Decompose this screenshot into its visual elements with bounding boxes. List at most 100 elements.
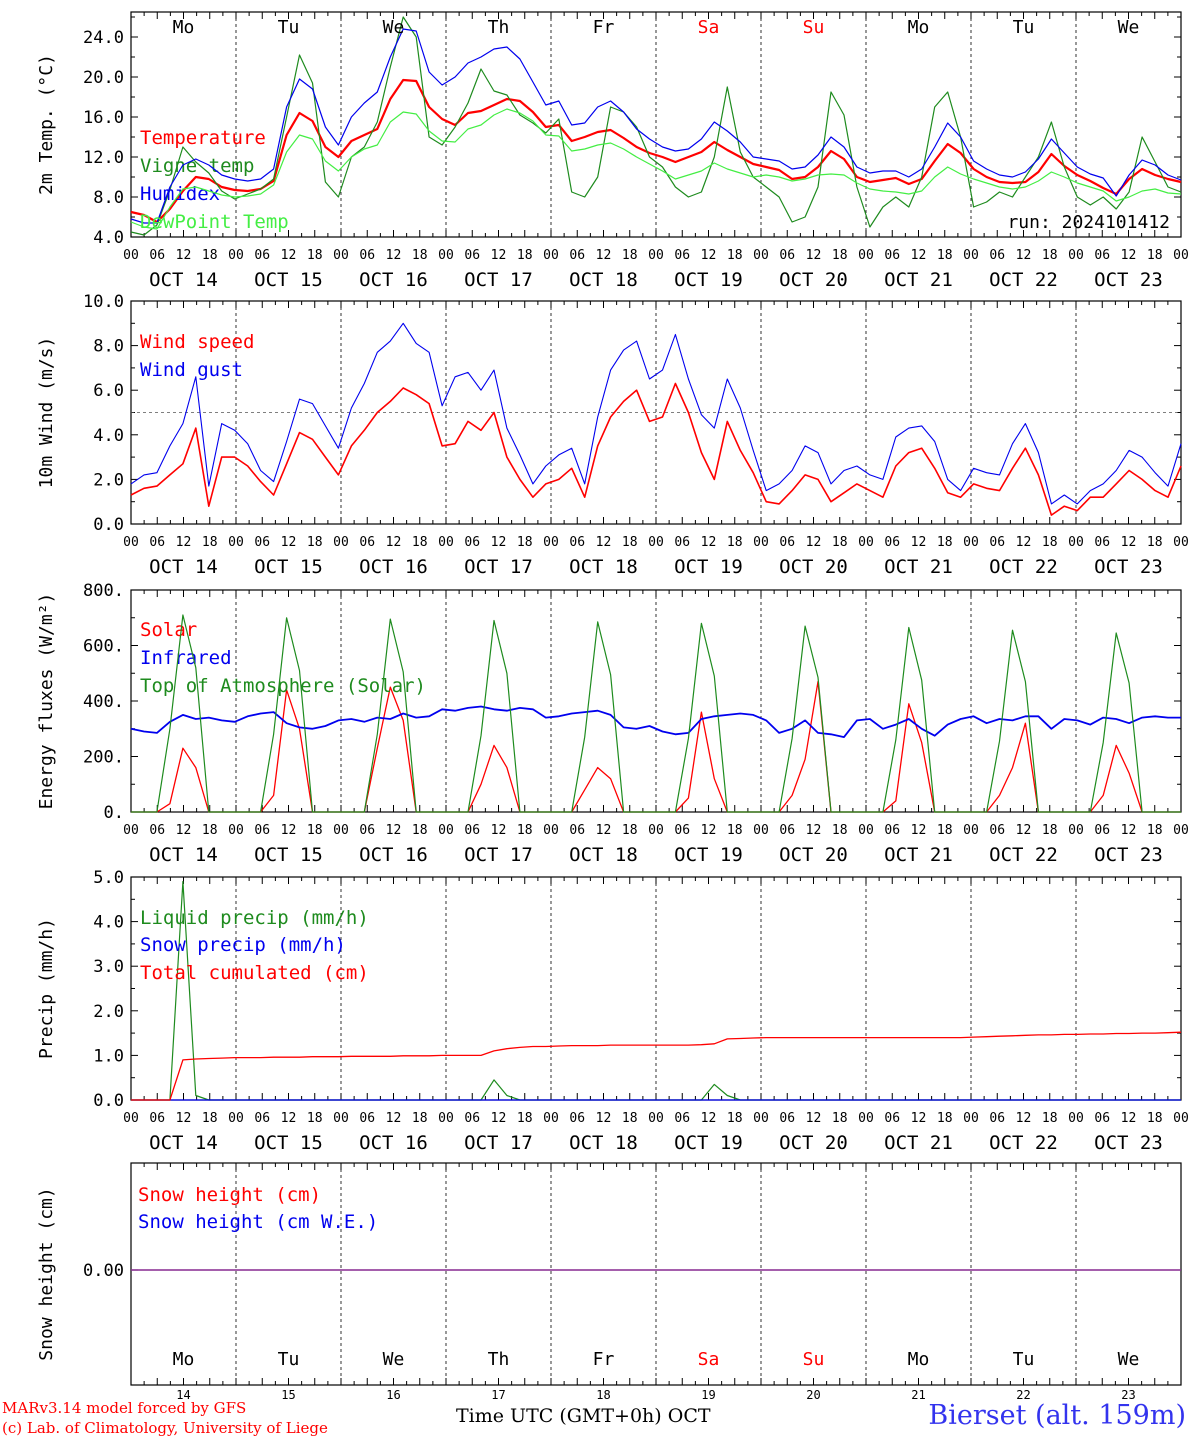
hour-tick-label: 00 [963,1111,979,1126]
hour-tick-label: 06 [359,248,375,263]
hour-tick-label: 00 [543,1111,559,1126]
series-line-infrared [130,705,1181,738]
hour-tick-label: 06 [149,535,165,550]
hour-tick-label: 06 [779,823,795,838]
day-number-label: 20 [806,1388,820,1402]
hour-tick-label: 18 [727,535,743,550]
hour-tick-label: 12 [281,823,297,838]
hour-tick-label: 12 [281,535,297,550]
hour-tick-label: 18 [307,248,323,263]
hour-tick-label: 06 [149,1111,165,1126]
hour-tick-label: 18 [202,823,218,838]
hour-tick-label: 18 [937,535,953,550]
y-tick-label: 24.0 [83,28,124,48]
date-label: OCT 17 [464,1132,533,1154]
date-label: OCT 20 [779,844,848,866]
hour-tick-label: 12 [701,248,717,263]
hour-tick-label: 06 [884,823,900,838]
hour-tick-label: 06 [1094,823,1110,838]
y-tick-label: 2.0 [93,1002,124,1022]
day-number-label: 17 [491,1388,505,1402]
day-number-label: 14 [176,1388,190,1402]
hour-tick-label: 18 [202,248,218,263]
date-label: OCT 20 [779,556,848,578]
hour-tick-label: 00 [1173,823,1189,838]
weekday-label: Fr [593,1349,615,1370]
hour-tick-label: 00 [858,823,874,838]
hour-tick-label: 12 [701,535,717,550]
hour-tick-label: 12 [1016,248,1032,263]
date-label: OCT 14 [149,1132,218,1154]
legend-entry: Infrared [140,647,232,669]
hour-tick-label: 12 [491,248,507,263]
hour-tick-label: 18 [832,823,848,838]
hour-tick-label: 06 [884,1111,900,1126]
legend-entry: Liquid precip (mm/h) [140,907,369,929]
hour-tick-label: 00 [123,823,139,838]
y-axis-title: Energy fluxes (W/m²) [36,593,57,810]
hour-tick-label: 18 [307,823,323,838]
y-tick-label: 4.0 [93,913,124,933]
station-name: Bierset (alt. 159m) [928,1400,1186,1431]
date-label: OCT 16 [359,269,428,291]
hour-tick-label: 18 [622,1111,638,1126]
hour-tick-label: 06 [884,248,900,263]
date-label: OCT 22 [989,1132,1058,1154]
hour-tick-label: 06 [359,535,375,550]
time-axis-label: Time UTC (GMT+0h) OCT [456,1405,711,1427]
date-label: OCT 17 [464,269,533,291]
hour-tick-label: 00 [963,535,979,550]
hour-tick-label: 12 [806,535,822,550]
hour-tick-label: 00 [543,248,559,263]
hour-tick-label: 12 [1016,823,1032,838]
hour-tick-label: 18 [1042,823,1058,838]
legend-entry: Wind speed [140,331,254,353]
hour-tick-label: 06 [464,823,480,838]
hour-tick-label: 06 [254,248,270,263]
y-tick-label: 800. [83,581,124,601]
y-tick-label: 200. [83,748,124,768]
weekday-label: We [1118,1349,1140,1370]
y-tick-label: 400. [83,692,124,712]
hour-tick-label: 12 [1016,535,1032,550]
weekday-label: Tu [278,1349,300,1370]
hour-tick-label: 06 [464,248,480,263]
date-label: OCT 22 [989,844,1058,866]
hour-tick-label: 12 [176,248,192,263]
hour-tick-label: 18 [832,248,848,263]
day-number-label: 15 [281,1388,295,1402]
weekday-label: We [383,1349,405,1370]
hour-tick-label: 06 [254,823,270,838]
weekday-label: Fr [593,17,615,38]
hour-tick-label: 06 [989,535,1005,550]
hour-tick-label: 06 [359,823,375,838]
hour-tick-label: 00 [228,535,244,550]
weekday-label: Tu [1013,1349,1035,1370]
date-label: OCT 15 [254,269,323,291]
hour-tick-label: 00 [228,248,244,263]
date-label: OCT 15 [254,556,323,578]
hour-tick-label: 00 [333,823,349,838]
y-axis-title: Precip (mm/h) [36,918,57,1059]
date-label: OCT 22 [989,269,1058,291]
y-tick-label: 20.0 [83,68,124,88]
hour-tick-label: 00 [333,248,349,263]
weekday-label: Sa [698,1349,720,1370]
hour-tick-label: 00 [648,248,664,263]
hour-tick-label: 00 [753,248,769,263]
y-tick-label: 4.0 [93,426,124,446]
hour-tick-label: 12 [596,1111,612,1126]
legend-entry: Snow height (cm) [138,1184,321,1206]
hour-tick-label: 00 [648,823,664,838]
legend-entry: DewPoint Temp [140,211,289,233]
day-number-label: 16 [386,1388,400,1402]
date-label: OCT 14 [149,844,218,866]
weekday-label: Sa [698,17,720,38]
hour-tick-label: 18 [517,1111,533,1126]
hour-tick-label: 18 [937,248,953,263]
hour-tick-label: 12 [1121,1111,1137,1126]
hour-tick-label: 06 [359,1111,375,1126]
hour-tick-label: 18 [832,535,848,550]
hour-tick-label: 00 [543,823,559,838]
legend-entry: Temperature [140,127,266,149]
